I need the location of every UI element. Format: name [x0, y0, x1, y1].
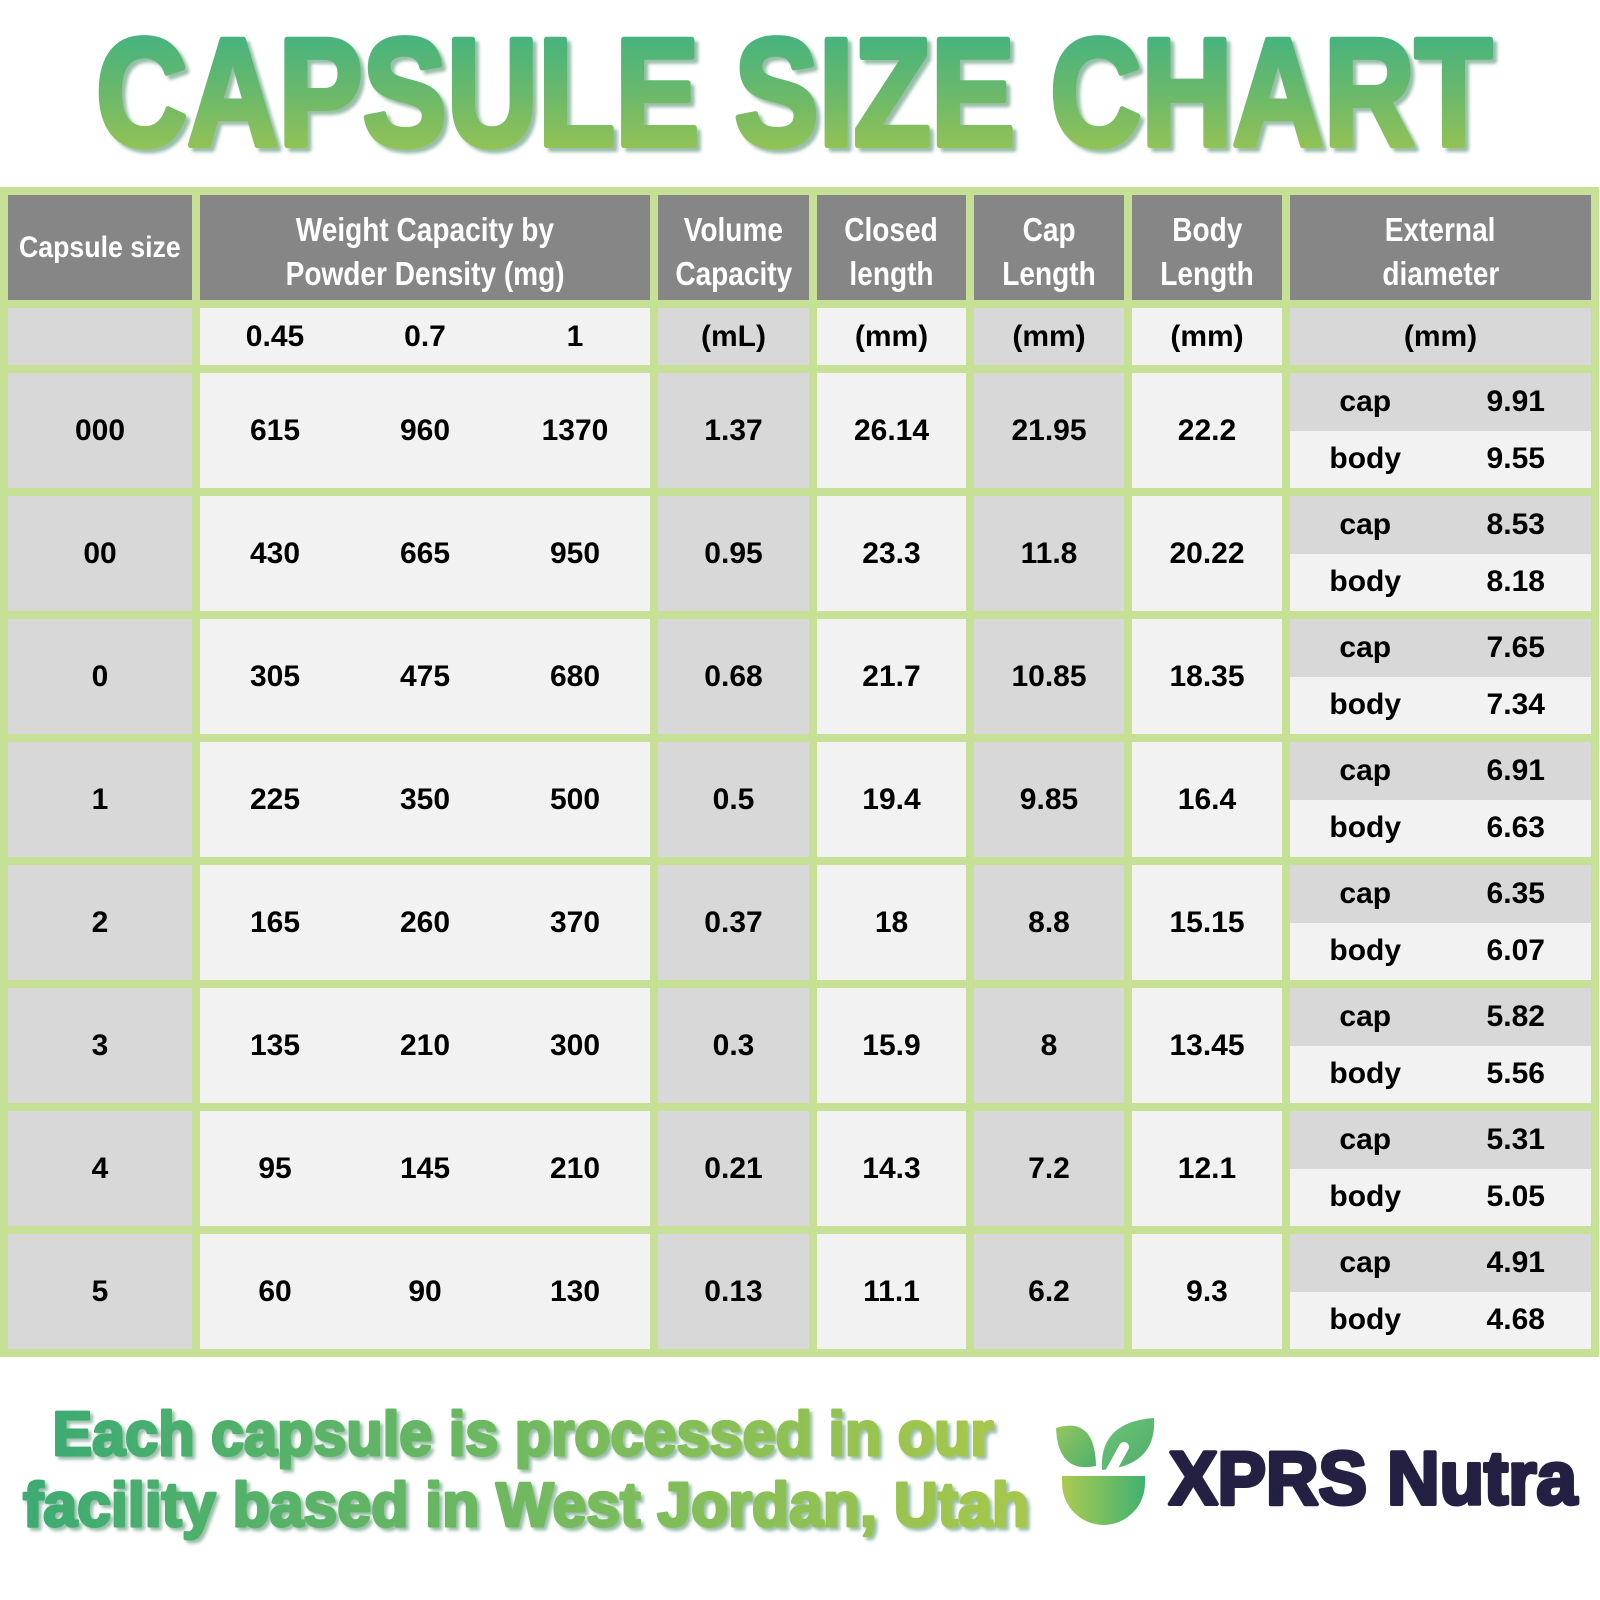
svg-text:Each capsule is processed in o: Each capsule is processed in our	[53, 1400, 994, 1469]
svg-text:facility based in West Jordan,: facility based in West Jordan, Utah	[23, 1471, 1029, 1540]
svg-text:XPRS Nutra: XPRS Nutra	[1169, 1436, 1578, 1520]
svg-text:CAPSULE SIZE CHART: CAPSULE SIZE CHART	[96, 7, 1492, 178]
